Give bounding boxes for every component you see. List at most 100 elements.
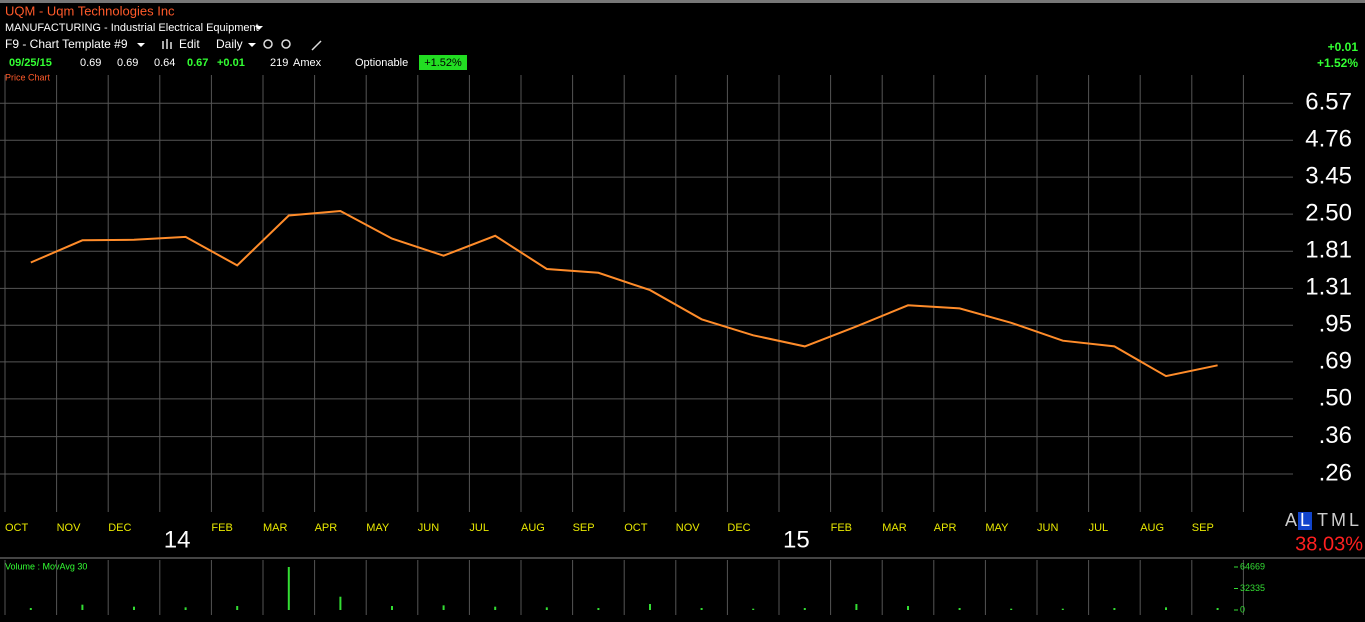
month-label: SEP	[1192, 522, 1214, 534]
month-label: JUN	[418, 522, 439, 534]
volume-bar	[494, 606, 497, 610]
y-tick-label: 3.45	[1305, 163, 1352, 190]
change-badge	[419, 55, 467, 70]
volume-bar	[803, 608, 806, 610]
template[interactable]: F9 - Chart Template #9	[5, 37, 128, 51]
month-label: AUG	[521, 522, 545, 534]
y-tick-label: .50	[1319, 384, 1352, 411]
quote-high: 0.69	[117, 57, 138, 69]
volume-bar	[339, 596, 342, 610]
right-change-pct: +1.52%	[1317, 56, 1358, 70]
edit-icon[interactable]	[162, 41, 164, 49]
month-label: SEP	[573, 522, 595, 534]
zoom-out[interactable]	[281, 39, 291, 49]
volume-bar	[133, 606, 135, 610]
edit-icon[interactable]	[166, 39, 168, 49]
y-tick-label: .95	[1319, 311, 1352, 338]
month-label: MAR	[882, 522, 907, 534]
month-label: NOV	[676, 522, 701, 534]
symbol-title[interactable]: UQM - Uqm Technologies Inc	[5, 3, 175, 18]
month-label: JUL	[469, 522, 489, 534]
volume-bar	[597, 608, 600, 610]
volume-bar	[1165, 607, 1167, 610]
quote-low: 0.64	[154, 57, 175, 69]
volume-bar	[1216, 608, 1219, 610]
top-border	[0, 0, 1365, 3]
y-tick-label: 4.76	[1305, 126, 1352, 153]
quote-change: +0.01	[217, 57, 245, 69]
month-label: JUN	[1037, 522, 1058, 534]
volume-tick-label: 32335	[1240, 583, 1265, 593]
period[interactable]: Daily	[216, 37, 243, 51]
sector[interactable]: MANUFACTURING - Industrial Electrical Eq…	[5, 22, 259, 34]
letter[interactable]: A	[1285, 510, 1297, 530]
month-label: APR	[934, 522, 957, 534]
month-label: OCT	[5, 522, 29, 534]
month-label: AUG	[1140, 522, 1164, 534]
dropdown-arrow[interactable]	[248, 43, 256, 47]
year-label: 15	[783, 526, 810, 553]
percent: 38.03%	[1295, 533, 1363, 555]
month-label: DEC	[727, 522, 750, 534]
volume-bar	[700, 608, 703, 610]
quote-volume: 219	[270, 57, 288, 69]
y-tick-label: 1.31	[1305, 274, 1352, 301]
y-tick-label: 1.81	[1305, 237, 1352, 264]
month-label: NOV	[57, 522, 82, 534]
volume-bar	[442, 605, 445, 610]
volume-bar	[545, 607, 548, 610]
volume-bar	[649, 604, 651, 610]
month-label: JUL	[1089, 522, 1109, 534]
quote-date: 09/25/15	[9, 57, 52, 69]
y-tick-label: .26	[1319, 459, 1352, 486]
month-label: DEC	[108, 522, 131, 534]
letter[interactable]: L	[1349, 510, 1359, 530]
month-label: OCT	[624, 522, 648, 534]
volume-bar	[752, 608, 755, 610]
month-label: APR	[315, 522, 338, 534]
month-label: MAY	[366, 522, 390, 534]
volume-bar	[391, 606, 393, 610]
volume-bar	[184, 607, 187, 610]
volume-tick-label: 0	[1240, 604, 1245, 614]
volume-bar	[236, 606, 239, 610]
month-label: FEB	[831, 522, 852, 534]
volume-tick-label: 64669	[1240, 561, 1265, 571]
letter[interactable]: T	[1317, 510, 1328, 530]
quote-exchange: Amex	[293, 57, 322, 69]
volume-bar	[1113, 608, 1116, 610]
volume-bar	[81, 604, 84, 610]
quote-close: 0.67	[187, 57, 208, 69]
draw-tool[interactable]	[311, 40, 322, 51]
quote-open: 0.69	[80, 57, 101, 69]
month-label: MAR	[263, 522, 288, 534]
volume-bar	[958, 608, 961, 610]
volume-bar	[855, 604, 858, 610]
letter[interactable]: L	[1300, 510, 1310, 530]
month-label: FEB	[211, 522, 232, 534]
volume-bar	[29, 608, 32, 610]
y-tick-label: .69	[1319, 347, 1352, 374]
edit-icon[interactable]	[170, 42, 172, 49]
volume-bar	[287, 567, 290, 610]
letter-highlight	[1298, 512, 1312, 530]
edit-button[interactable]: Edit	[179, 37, 200, 51]
year-label: 14	[164, 526, 191, 553]
letter[interactable]: M	[1331, 510, 1346, 530]
volume-bar	[907, 606, 909, 610]
month-label: MAY	[985, 522, 1009, 534]
volume-bar	[1061, 608, 1064, 610]
pane-label: Price Chart	[5, 72, 51, 82]
volume-label: Volume : MovAvg 30	[5, 561, 87, 571]
y-tick-label: 6.57	[1305, 89, 1352, 116]
price-line	[30, 209, 1218, 378]
y-tick-label: .36	[1319, 422, 1352, 449]
optionable: Optionable	[355, 57, 408, 69]
zoom-in[interactable]	[263, 39, 273, 49]
dropdown-arrow[interactable]	[255, 26, 263, 30]
dropdown-arrow[interactable]	[137, 43, 145, 47]
y-tick-label: 2.50	[1305, 199, 1352, 226]
change-badge-text: +1.52%	[424, 57, 462, 69]
